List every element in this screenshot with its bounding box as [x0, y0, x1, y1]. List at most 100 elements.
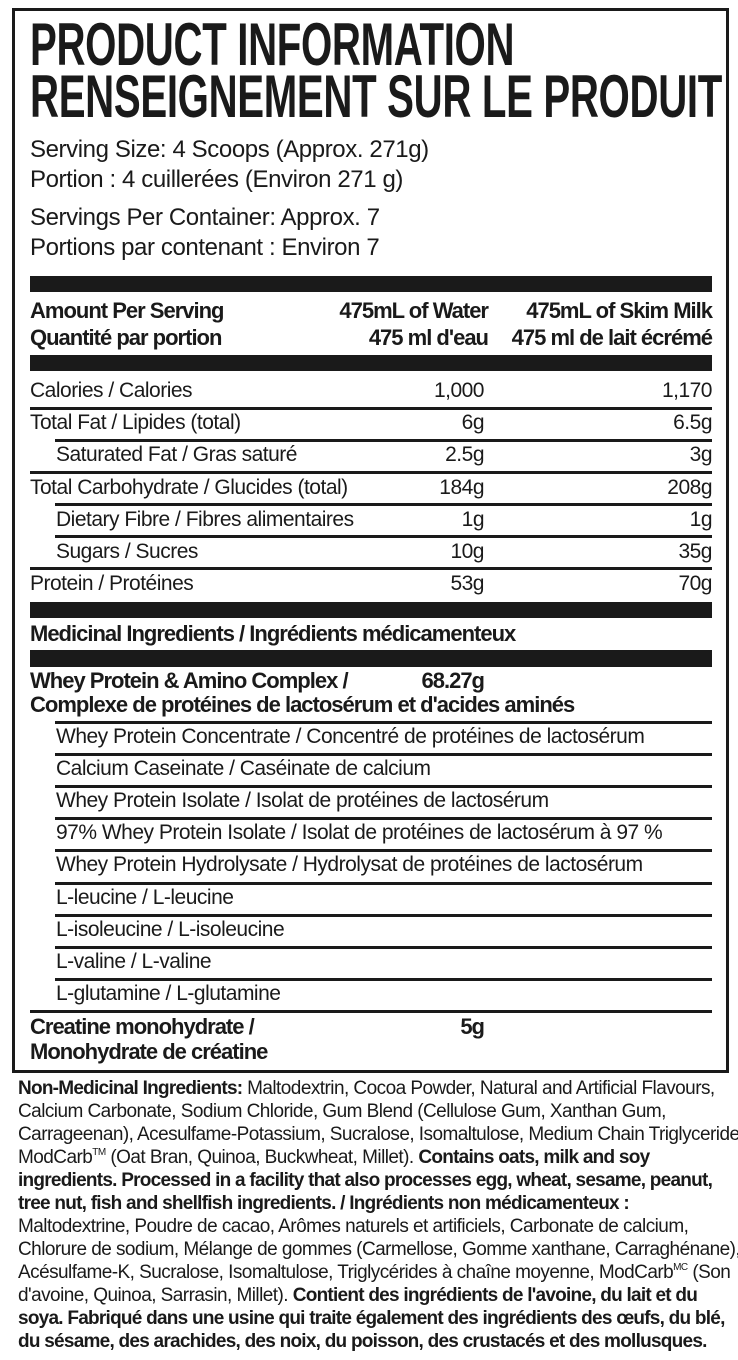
servings-per-container-fr: Portions par contenant : Environ 7	[30, 234, 380, 261]
row-divider	[55, 881, 712, 885]
paragraph-line: Non-Medicinal Ingredients: Maltodextrin,…	[18, 1077, 738, 1100]
paragraph-line: d'avoine, Quinoa, Sarrasin, Millet). Con…	[18, 1284, 738, 1307]
divider-bar	[30, 355, 712, 371]
milk-column-header-fr: 475 ml de lait écrémé	[511, 325, 713, 350]
creatine-row-fr: Monohydrate de créatine	[30, 1037, 712, 1067]
milk-value: 70g	[678, 572, 712, 596]
paragraph-line: ingredients. Processed in a facility tha…	[18, 1169, 738, 1192]
nutrient-row: Total Carbohydrate / Glucides (total) 184…	[30, 473, 712, 503]
milk-value: 1g	[689, 507, 713, 531]
nutrient-label: Protein / Protéines	[30, 572, 194, 596]
paragraph-line: ModCarbTM (Oat Bran, Quinoa, Buckwheat, …	[18, 1146, 738, 1169]
creatine-label-en: Creatine monohydrate /	[30, 1014, 255, 1039]
ingredient-component-label: L-glutamine / L-glutamine	[56, 981, 281, 1005]
ingredient-component-row: Whey Protein Isolate / Isolat de protéin…	[30, 786, 712, 816]
ingredient-component-label: Calcium Caseinate / Caséinate de calcium	[56, 757, 431, 781]
ingredient-component-label: Whey Protein Hydrolysate / Hydrolysat de…	[56, 853, 643, 877]
row-divider	[30, 1010, 712, 1013]
header-row-en: Amount Per Serving 475mL of Water 475mL …	[30, 296, 713, 326]
water-value: 53g	[450, 572, 484, 596]
row-divider	[30, 407, 712, 410]
row-divider	[55, 439, 712, 442]
complex-row: Whey Protein & Amino Complex / 68.27g	[30, 666, 712, 696]
row-divider	[30, 567, 712, 570]
ingredient-component-label: Whey Protein Isolate / Isolat de protéin…	[56, 789, 549, 813]
bold-text: Contains oats, milk and soy	[418, 1147, 650, 1168]
ingredient-component-row: Whey Protein Concentrate / Concentré de …	[30, 722, 712, 752]
bold-text: tree nut, fish and shellfish ingredients…	[18, 1193, 630, 1214]
creatine-label-fr: Monohydrate de créatine	[30, 1039, 268, 1064]
text: ModCarb	[18, 1147, 93, 1168]
paragraph-line: Calcium Carbonate, Sodium Chloride, Gum …	[18, 1100, 738, 1123]
bold-text: Non-Medicinal Ingredients:	[18, 1078, 243, 1099]
nutrient-label: Sugars / Sucres	[56, 540, 198, 563]
row-divider	[55, 849, 712, 853]
text: Calcium Carbonate, Sodium Chloride, Gum …	[18, 1101, 666, 1122]
complex-label-en: Whey Protein & Amino Complex /	[30, 668, 349, 693]
paragraph-line: tree nut, fish and shellfish ingredients…	[18, 1192, 738, 1215]
text: d'avoine, Quinoa, Sarrasin, Millet).	[18, 1285, 293, 1306]
complex-row-fr: Complexe de protéines de lactosérum et d…	[30, 690, 712, 720]
water-value: 10g	[450, 540, 484, 563]
text: Chlorure de sodium, Mélange de gommes (C…	[18, 1239, 738, 1260]
row-divider	[55, 785, 712, 789]
text: (Son	[687, 1262, 731, 1283]
water-column-header: 475mL of Water	[339, 298, 489, 323]
nutrient-label: Dietary Fibre / Fibres alimentaires	[56, 507, 354, 531]
header-row-fr: Quantité par portion 475 ml d'eau 475 ml…	[30, 323, 713, 353]
text: Acésulfame-K, Sucralose, Isomaltulose, T…	[18, 1262, 674, 1283]
row-divider	[55, 977, 712, 981]
milk-value: 35g	[678, 540, 712, 563]
ingredient-component-label: L-isoleucine / L-isoleucine	[56, 917, 285, 941]
creatine-row: Creatine monohydrate / 5g	[30, 1012, 712, 1042]
text: Carrageenan), Acesulfame-Potassium, Sucr…	[18, 1124, 738, 1145]
paragraph-line: Acésulfame-K, Sucralose, Isomaltulose, T…	[18, 1261, 738, 1284]
bold-text: Contient des ingrédients de l'avoine, du…	[292, 1285, 698, 1306]
water-value: 1g	[461, 507, 485, 531]
complex-amount: 68.27g	[421, 668, 485, 693]
medicinal-heading: Medicinal Ingredients / Ingrédients médi…	[30, 619, 712, 649]
row-divider	[55, 817, 712, 821]
row-divider	[55, 913, 712, 917]
amount-per-serving-label-fr: Quantité par portion	[30, 325, 222, 350]
nutrient-label: Saturated Fat / Gras saturé	[56, 443, 297, 467]
nutrient-row: Total Fat / Lipides (total) 6g 6.5g	[30, 408, 712, 438]
bold-text: soya. Fabriqué dans une usine qui traite…	[18, 1308, 725, 1329]
ingredient-component-row: L-isoleucine / L-isoleucine	[30, 915, 712, 945]
bold-text: du sésame, des arachides, des noix, du p…	[18, 1331, 707, 1352]
ingredient-component-row: L-glutamine / L-glutamine	[30, 979, 712, 1009]
row-divider	[55, 945, 712, 949]
water-value: 1,000	[433, 379, 485, 402]
trademark-superscript: MC	[673, 1262, 688, 1273]
row-divider	[30, 471, 712, 474]
nutrient-row: Dietary Fibre / Fibres alimentaires 1g 1g	[30, 505, 713, 535]
paragraph-line: Chlorure de sodium, Mélange de gommes (C…	[18, 1238, 738, 1261]
paragraph-line: soya. Fabriqué dans une usine qui traite…	[18, 1307, 738, 1330]
row-divider	[55, 721, 712, 724]
creatine-amount: 5g	[460, 1014, 485, 1039]
serving-size-en: Serving Size: 4 Scoops (Approx. 271g)	[30, 136, 429, 163]
paragraph-line: du sésame, des arachides, des noix, du p…	[18, 1330, 738, 1353]
ingredient-component-label: L-valine / L-valine	[56, 949, 212, 973]
product-information-panel	[12, 8, 729, 1073]
ingredient-component-row: Calcium Caseinate / Caséinate de calcium	[30, 754, 712, 784]
paragraph-line: Carrageenan), Acesulfame-Potassium, Sucr…	[18, 1123, 738, 1146]
ingredient-component-row: 97% Whey Protein Isolate / Isolat de pro…	[30, 818, 712, 848]
ingredient-component-label: 97% Whey Protein Isolate / Isolat de pro…	[56, 821, 663, 845]
divider-bar	[30, 602, 712, 618]
ingredient-component-row: L-leucine / L-leucine	[30, 883, 712, 913]
serving-size-fr: Portion : 4 cuillerées (Environ 271 g)	[30, 166, 403, 193]
trademark-superscript: TM	[92, 1147, 106, 1158]
nutrient-row: Saturated Fat / Gras saturé 2.5g 3g	[30, 440, 713, 470]
ingredient-component-row: L-valine / L-valine	[30, 947, 712, 977]
nutrient-row: Sugars / Sucres 10g 35g	[30, 537, 712, 567]
row-divider	[55, 753, 712, 757]
ingredient-component-label: Whey Protein Concentrate / Concentré de …	[56, 725, 645, 748]
divider-bar	[30, 650, 712, 667]
nutrient-row: Calories / Calories 1,000 1,170	[30, 376, 713, 406]
text: Maltodextrine, Poudre de cacao, Arômes n…	[18, 1216, 689, 1237]
milk-column-header: 475mL of Skim Milk	[526, 298, 713, 323]
water-value: 184g	[439, 475, 484, 499]
medicinal-heading-text: Medicinal Ingredients / Ingrédients médi…	[30, 621, 516, 646]
ingredient-component-label: L-leucine / L-leucine	[56, 885, 234, 909]
